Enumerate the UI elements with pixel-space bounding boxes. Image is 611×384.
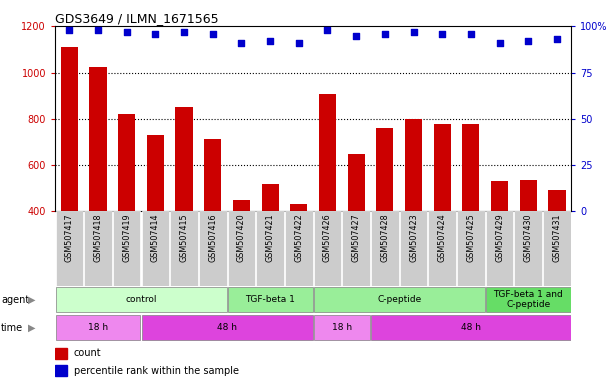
Text: time: time [1, 323, 23, 333]
Text: 48 h: 48 h [461, 323, 481, 332]
Text: GSM507421: GSM507421 [266, 213, 274, 262]
Bar [371, 315, 571, 340]
Bar [463, 124, 480, 303]
Text: GSM507416: GSM507416 [208, 213, 218, 262]
Point [265, 38, 275, 44]
Bar [313, 315, 370, 340]
Bar [147, 135, 164, 303]
Bar [405, 119, 422, 303]
Text: percentile rank within the sample: percentile rank within the sample [73, 366, 238, 376]
Bar [170, 211, 198, 286]
Point [380, 31, 390, 37]
Text: TGF-beta 1: TGF-beta 1 [245, 295, 295, 304]
Point [93, 27, 103, 33]
Text: 18 h: 18 h [88, 323, 108, 332]
Bar [262, 184, 279, 303]
Bar [491, 181, 508, 303]
Text: 48 h: 48 h [217, 323, 237, 332]
Text: GDS3649 / ILMN_1671565: GDS3649 / ILMN_1671565 [55, 12, 219, 25]
Text: GSM507429: GSM507429 [495, 213, 504, 262]
Text: GSM507423: GSM507423 [409, 213, 418, 262]
Bar [400, 211, 427, 286]
Bar [55, 348, 67, 359]
Point [323, 27, 332, 33]
Bar [342, 211, 370, 286]
Text: ▶: ▶ [28, 295, 35, 305]
Point [466, 31, 476, 37]
Text: C-peptide: C-peptide [377, 295, 422, 304]
Text: GSM507427: GSM507427 [352, 213, 360, 262]
Text: 18 h: 18 h [332, 323, 352, 332]
Point [495, 40, 505, 46]
Bar [142, 315, 313, 340]
Bar [313, 211, 342, 286]
Point [208, 31, 218, 37]
Bar [434, 124, 451, 303]
Bar [60, 47, 78, 303]
Point [122, 29, 131, 35]
Bar [257, 211, 284, 286]
Text: control: control [125, 295, 157, 304]
Text: GSM507426: GSM507426 [323, 213, 332, 262]
Point [179, 29, 189, 35]
Point [409, 29, 419, 35]
Bar [371, 211, 398, 286]
Bar [233, 200, 250, 303]
Bar [285, 211, 313, 286]
Point [294, 40, 304, 46]
Text: GSM507415: GSM507415 [180, 213, 189, 262]
Bar [89, 67, 107, 303]
Text: GSM507431: GSM507431 [552, 213, 562, 262]
Text: ▶: ▶ [28, 323, 35, 333]
Bar [348, 154, 365, 303]
Point [150, 31, 160, 37]
Text: GSM507414: GSM507414 [151, 213, 160, 262]
Bar [228, 287, 313, 312]
Bar [56, 315, 141, 340]
Bar [56, 287, 227, 312]
Text: GSM507424: GSM507424 [437, 213, 447, 262]
Text: GSM507430: GSM507430 [524, 213, 533, 262]
Point [552, 36, 562, 43]
Point [64, 27, 74, 33]
Bar [428, 211, 456, 286]
Bar [204, 139, 221, 303]
Bar [313, 287, 485, 312]
Text: GSM507420: GSM507420 [237, 213, 246, 262]
Bar [514, 211, 542, 286]
Bar [55, 365, 67, 376]
Point [351, 33, 361, 39]
Bar [84, 211, 112, 286]
Text: GSM507419: GSM507419 [122, 213, 131, 262]
Text: GSM507425: GSM507425 [466, 213, 475, 262]
Text: GSM507418: GSM507418 [93, 213, 103, 262]
Text: GSM507417: GSM507417 [65, 213, 74, 262]
Bar [56, 211, 83, 286]
Bar [457, 211, 485, 286]
Text: GSM507422: GSM507422 [295, 213, 303, 262]
Bar [520, 180, 537, 303]
Point [524, 38, 533, 44]
Bar [118, 114, 135, 303]
Point [437, 31, 447, 37]
Bar [113, 211, 141, 286]
Bar [543, 211, 571, 286]
Text: agent: agent [1, 295, 29, 305]
Bar [486, 287, 571, 312]
Bar [376, 128, 393, 303]
Bar [142, 211, 169, 286]
Bar [548, 190, 566, 303]
Bar [228, 211, 255, 286]
Text: TGF-beta 1 and
C-peptide: TGF-beta 1 and C-peptide [494, 290, 563, 310]
Text: count: count [73, 348, 101, 358]
Bar [175, 107, 192, 303]
Bar [486, 211, 513, 286]
Point [236, 40, 246, 46]
Bar [319, 94, 336, 303]
Bar [199, 211, 227, 286]
Text: GSM507428: GSM507428 [380, 213, 389, 262]
Bar [290, 204, 307, 303]
